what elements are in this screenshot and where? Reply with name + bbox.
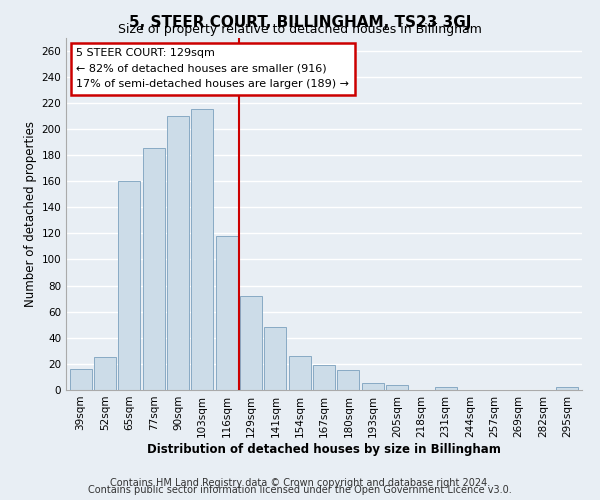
Bar [94,358,116,390]
Bar [362,384,383,390]
Bar [289,356,311,390]
Bar [265,328,286,390]
Bar [435,388,457,390]
Bar [215,236,238,390]
Text: Contains HM Land Registry data © Crown copyright and database right 2024.: Contains HM Land Registry data © Crown c… [110,478,490,488]
Bar [191,110,213,390]
Bar [118,181,140,390]
Text: Size of property relative to detached houses in Billingham: Size of property relative to detached ho… [118,22,482,36]
Bar [337,370,359,390]
Bar [240,296,262,390]
X-axis label: Distribution of detached houses by size in Billingham: Distribution of detached houses by size … [147,442,501,456]
Bar [386,385,408,390]
Text: 5, STEER COURT, BILLINGHAM, TS23 3GJ: 5, STEER COURT, BILLINGHAM, TS23 3GJ [129,15,471,30]
Bar [556,388,578,390]
Bar [70,369,92,390]
Bar [143,148,164,390]
Y-axis label: Number of detached properties: Number of detached properties [24,120,37,306]
Bar [167,116,189,390]
Text: 5 STEER COURT: 129sqm
← 82% of detached houses are smaller (916)
17% of semi-det: 5 STEER COURT: 129sqm ← 82% of detached … [76,48,349,90]
Text: Contains public sector information licensed under the Open Government Licence v3: Contains public sector information licen… [88,485,512,495]
Bar [313,365,335,390]
